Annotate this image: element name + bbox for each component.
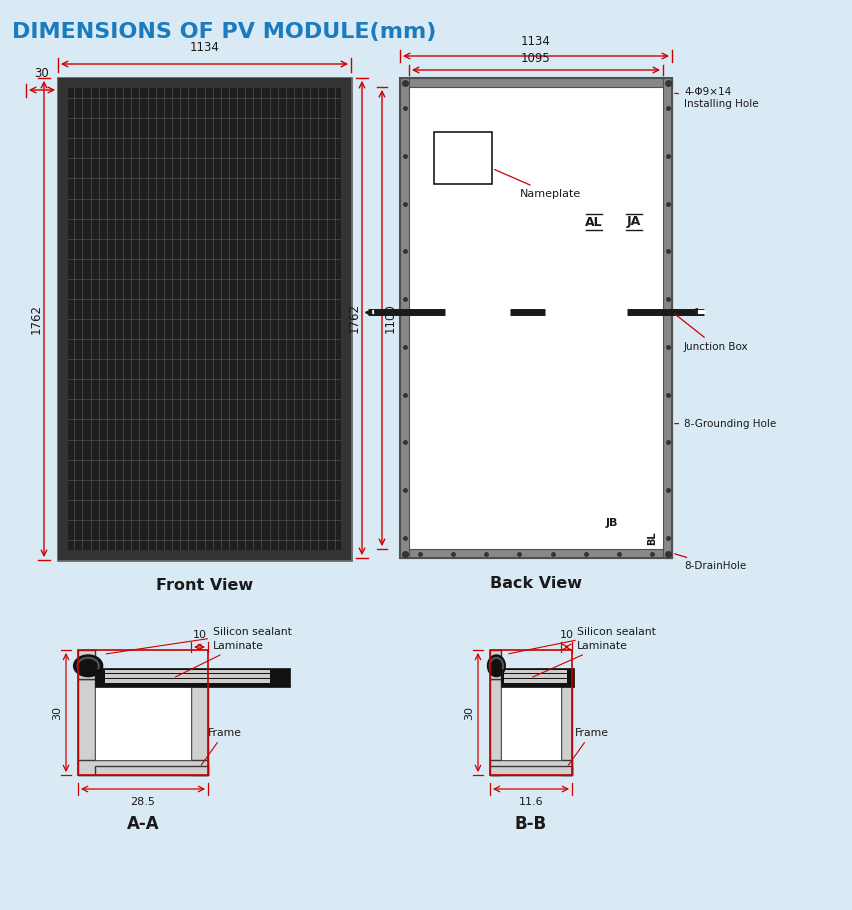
Text: 30: 30 bbox=[35, 67, 49, 80]
Text: JB: JB bbox=[606, 518, 619, 528]
Ellipse shape bbox=[73, 654, 103, 677]
Text: 30: 30 bbox=[52, 705, 62, 720]
Bar bbox=[490, 766, 572, 775]
Text: 1134: 1134 bbox=[189, 41, 220, 54]
Bar bbox=[561, 679, 572, 775]
Bar bbox=[105, 679, 270, 682]
Text: DIMENSIONS OF PV MODULE(mm): DIMENSIONS OF PV MODULE(mm) bbox=[12, 22, 436, 42]
Bar bbox=[58, 78, 68, 560]
Text: 8-Grounding Hole: 8-Grounding Hole bbox=[675, 419, 776, 429]
Bar bbox=[501, 668, 574, 687]
Bar bbox=[400, 78, 409, 558]
Bar bbox=[191, 679, 208, 775]
Bar bbox=[58, 550, 351, 560]
Text: Laminate: Laminate bbox=[176, 641, 264, 677]
Bar bbox=[434, 132, 492, 184]
Text: A-A: A-A bbox=[127, 815, 159, 833]
Text: Laminate: Laminate bbox=[532, 641, 628, 677]
Bar bbox=[490, 650, 572, 775]
Bar bbox=[504, 670, 567, 673]
Text: Nameplate: Nameplate bbox=[494, 169, 581, 199]
Bar bbox=[504, 674, 567, 678]
Bar bbox=[490, 650, 501, 679]
Bar bbox=[341, 78, 351, 560]
Bar bbox=[78, 650, 95, 679]
Text: 28.5: 28.5 bbox=[130, 797, 155, 807]
Bar bbox=[501, 679, 561, 760]
Text: 8-DrainHole: 8-DrainHole bbox=[675, 554, 746, 571]
Text: 1095: 1095 bbox=[521, 52, 551, 65]
Text: 1134: 1134 bbox=[521, 35, 551, 48]
Bar bbox=[490, 679, 501, 775]
Text: BL: BL bbox=[647, 531, 657, 545]
Bar bbox=[490, 760, 572, 775]
Text: 1762: 1762 bbox=[348, 303, 360, 333]
Text: AL: AL bbox=[585, 216, 603, 228]
Bar bbox=[105, 674, 270, 678]
Bar bbox=[95, 766, 208, 775]
Text: JA: JA bbox=[627, 216, 641, 228]
Text: 10: 10 bbox=[193, 630, 206, 640]
Text: Silicon sealant: Silicon sealant bbox=[106, 627, 292, 654]
Bar bbox=[400, 549, 672, 558]
Text: B-B: B-B bbox=[515, 815, 547, 833]
Text: Silicon sealant: Silicon sealant bbox=[509, 627, 656, 653]
Bar bbox=[95, 679, 191, 760]
Text: 1100: 1100 bbox=[384, 303, 397, 333]
Bar bbox=[58, 78, 351, 560]
Bar bbox=[663, 78, 672, 558]
Bar bbox=[58, 78, 351, 560]
Ellipse shape bbox=[486, 654, 506, 677]
Bar bbox=[400, 78, 672, 558]
Text: Back View: Back View bbox=[490, 576, 582, 591]
Bar bbox=[58, 78, 351, 88]
Text: 30: 30 bbox=[464, 705, 474, 720]
Text: Junction Box: Junction Box bbox=[674, 313, 749, 352]
Bar bbox=[409, 87, 663, 549]
Text: 1762: 1762 bbox=[30, 304, 43, 334]
Text: 4-Φ9×14
Installing Hole: 4-Φ9×14 Installing Hole bbox=[675, 87, 758, 109]
Text: Front View: Front View bbox=[156, 578, 253, 593]
Bar bbox=[78, 679, 95, 775]
Bar bbox=[105, 670, 270, 673]
Text: 11.6: 11.6 bbox=[519, 797, 544, 807]
Bar bbox=[95, 668, 290, 687]
Text: Frame: Frame bbox=[201, 727, 242, 765]
Bar bbox=[78, 650, 208, 775]
Bar bbox=[78, 760, 208, 775]
Text: 10: 10 bbox=[560, 630, 573, 640]
Bar bbox=[504, 679, 567, 682]
Bar bbox=[400, 78, 672, 87]
Text: Frame: Frame bbox=[568, 727, 608, 765]
